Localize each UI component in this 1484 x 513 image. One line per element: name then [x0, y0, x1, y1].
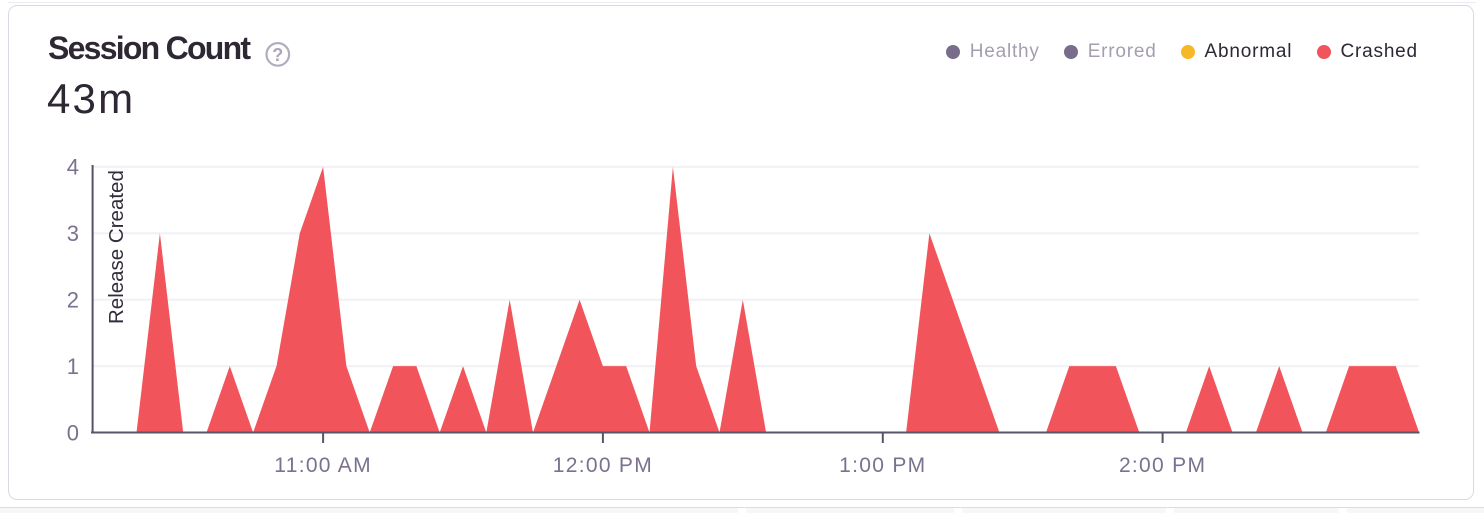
svg-text:3: 3 [67, 221, 79, 246]
svg-text:Release Created: Release Created [105, 170, 128, 324]
svg-text:11:00 AM: 11:00 AM [274, 454, 372, 477]
svg-text:4: 4 [67, 155, 79, 180]
svg-text:2: 2 [67, 288, 79, 313]
svg-text:12:00 PM: 12:00 PM [553, 454, 653, 477]
svg-text:1:00 PM: 1:00 PM [839, 454, 926, 477]
svg-text:1: 1 [67, 354, 79, 379]
svg-text:2:00 PM: 2:00 PM [1119, 454, 1206, 477]
svg-text:0: 0 [67, 420, 79, 445]
svg-text:?: ? [272, 45, 283, 65]
